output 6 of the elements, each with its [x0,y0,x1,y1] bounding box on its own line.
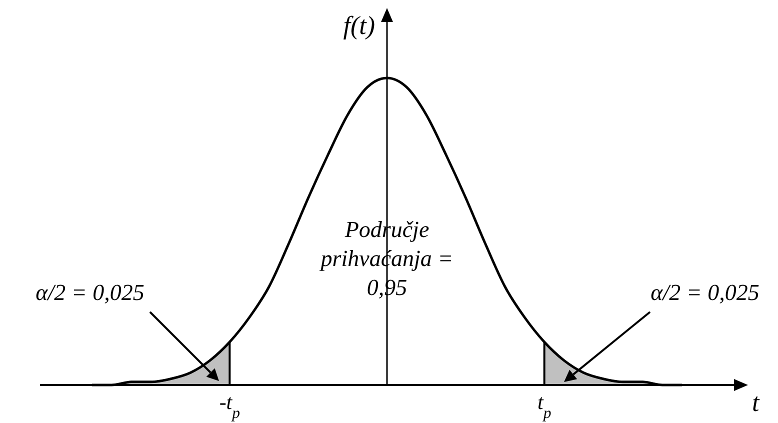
annotation: α/2 = 0,025 [650,280,760,305]
y-axis-title: f(t) [343,11,375,40]
x-tick-label: t$_{p}$ [537,390,552,422]
x-tick-label: -t$_{p}$ [219,390,240,422]
x-axis-title: t [752,388,760,417]
annotation: α/2 = 0,025 [36,280,144,305]
